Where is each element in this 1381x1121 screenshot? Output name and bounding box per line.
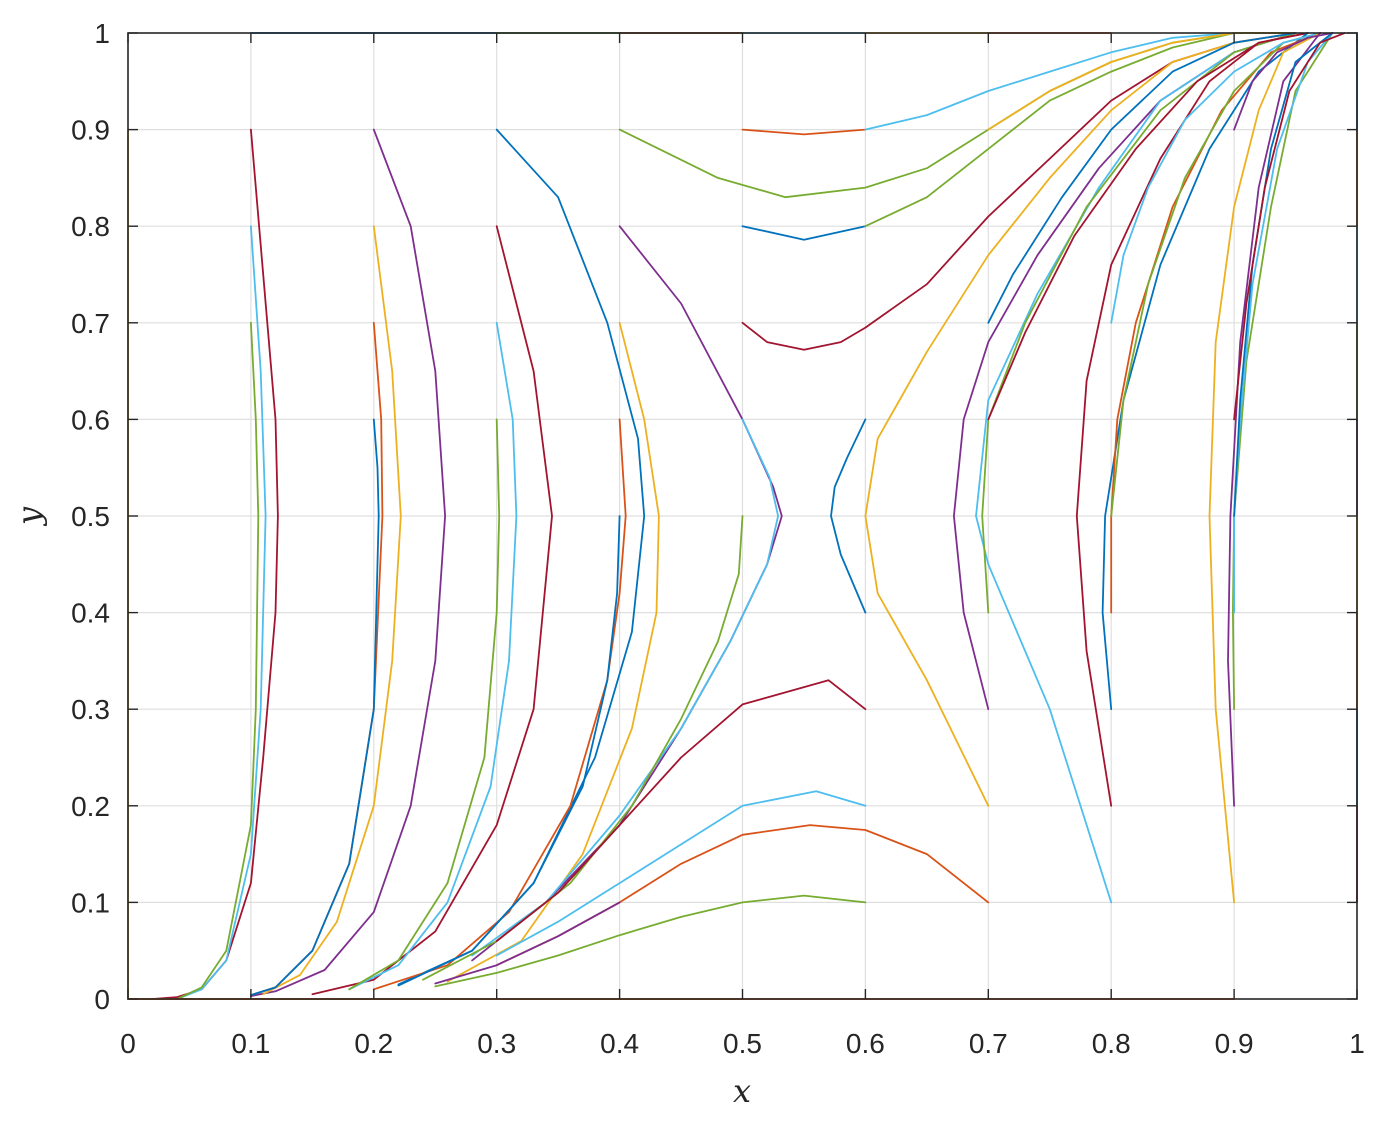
- y-tick-labels: 0 0.1 0.2 0.3 0.4 0.5 0.6 0.7 0.8 0.9 1: [71, 18, 110, 1015]
- y-tick-label: 0.3: [71, 694, 110, 725]
- streamline-16: [471, 418, 779, 957]
- y-tick-label: 0.5: [71, 501, 110, 532]
- streamline-17: [422, 515, 744, 981]
- streamline-25: [741, 225, 867, 241]
- streamline-44: [1232, 32, 1334, 711]
- streamline-10: [348, 418, 501, 991]
- y-tick-label: 0.6: [71, 404, 110, 435]
- streamline-14: [397, 515, 621, 987]
- x-tick-label: 0.7: [969, 1028, 1008, 1059]
- x-tick-labels: 0 0.1 0.2 0.3 0.4 0.5 0.6 0.7 0.8 0.9 1: [120, 1028, 1365, 1059]
- streamline-5: [262, 225, 402, 996]
- streamline-40: [1110, 32, 1321, 517]
- streamline-13: [372, 418, 627, 991]
- y-tick-label: 0.9: [71, 115, 110, 146]
- y-tick-label: 1: [94, 18, 110, 49]
- streamline-21: [434, 894, 867, 988]
- y-tick-label: 0.2: [71, 791, 110, 822]
- x-tick-label: 1: [1349, 1028, 1365, 1059]
- x-tick-label: 0.6: [846, 1028, 885, 1059]
- x-tick-label: 0.4: [600, 1028, 639, 1059]
- streamline-43: [1227, 32, 1321, 807]
- tick-marks: [127, 32, 1358, 1000]
- streamline-11: [397, 128, 646, 986]
- x-tick-label: 0.2: [354, 1028, 393, 1059]
- y-tick-label: 0.4: [71, 598, 110, 629]
- streamline-42: [1208, 32, 1321, 904]
- x-tick-label: 0.8: [1092, 1028, 1131, 1059]
- streamline-38: [1101, 32, 1309, 711]
- x-tick-label: 0.3: [477, 1028, 516, 1059]
- x-tick-label: 0: [120, 1028, 136, 1059]
- streamline-2: [176, 225, 267, 1000]
- streamline-8: [311, 225, 553, 996]
- streamline-6: [250, 321, 384, 996]
- streamline-12: [446, 321, 660, 983]
- streamline-41: [1110, 32, 1321, 324]
- x-tick-label: 0.1: [231, 1028, 270, 1059]
- streamline-1: [151, 128, 279, 1000]
- streamline-18: [495, 679, 867, 942]
- streamline-29: [830, 418, 867, 614]
- x-tick-label: 0.9: [1215, 1028, 1254, 1059]
- streamline-34: [981, 32, 1297, 614]
- y-tick-label: 0.8: [71, 211, 110, 242]
- streamline-4: [250, 128, 446, 997]
- y-tick-label: 0: [94, 984, 110, 1015]
- x-tick-label: 0.5: [723, 1028, 762, 1059]
- streamline-22: [434, 901, 621, 985]
- streamline-37: [1075, 32, 1309, 807]
- streamline-7: [250, 418, 380, 996]
- streamline-19: [495, 790, 867, 957]
- streamline-47: [1233, 32, 1346, 421]
- streamline-23: [741, 128, 867, 136]
- streamline-30: [864, 32, 1297, 807]
- y-axis-label: y: [10, 506, 48, 527]
- streamline-33: [975, 32, 1297, 904]
- streamline-48: [1233, 32, 1334, 131]
- y-tick-label: 0.1: [71, 887, 110, 918]
- y-tick-label: 0.7: [71, 308, 110, 339]
- streamline-15: [471, 225, 783, 962]
- streamline-9: [348, 321, 518, 991]
- x-axis-label: x: [733, 1072, 751, 1110]
- streamline-3: [176, 321, 260, 1000]
